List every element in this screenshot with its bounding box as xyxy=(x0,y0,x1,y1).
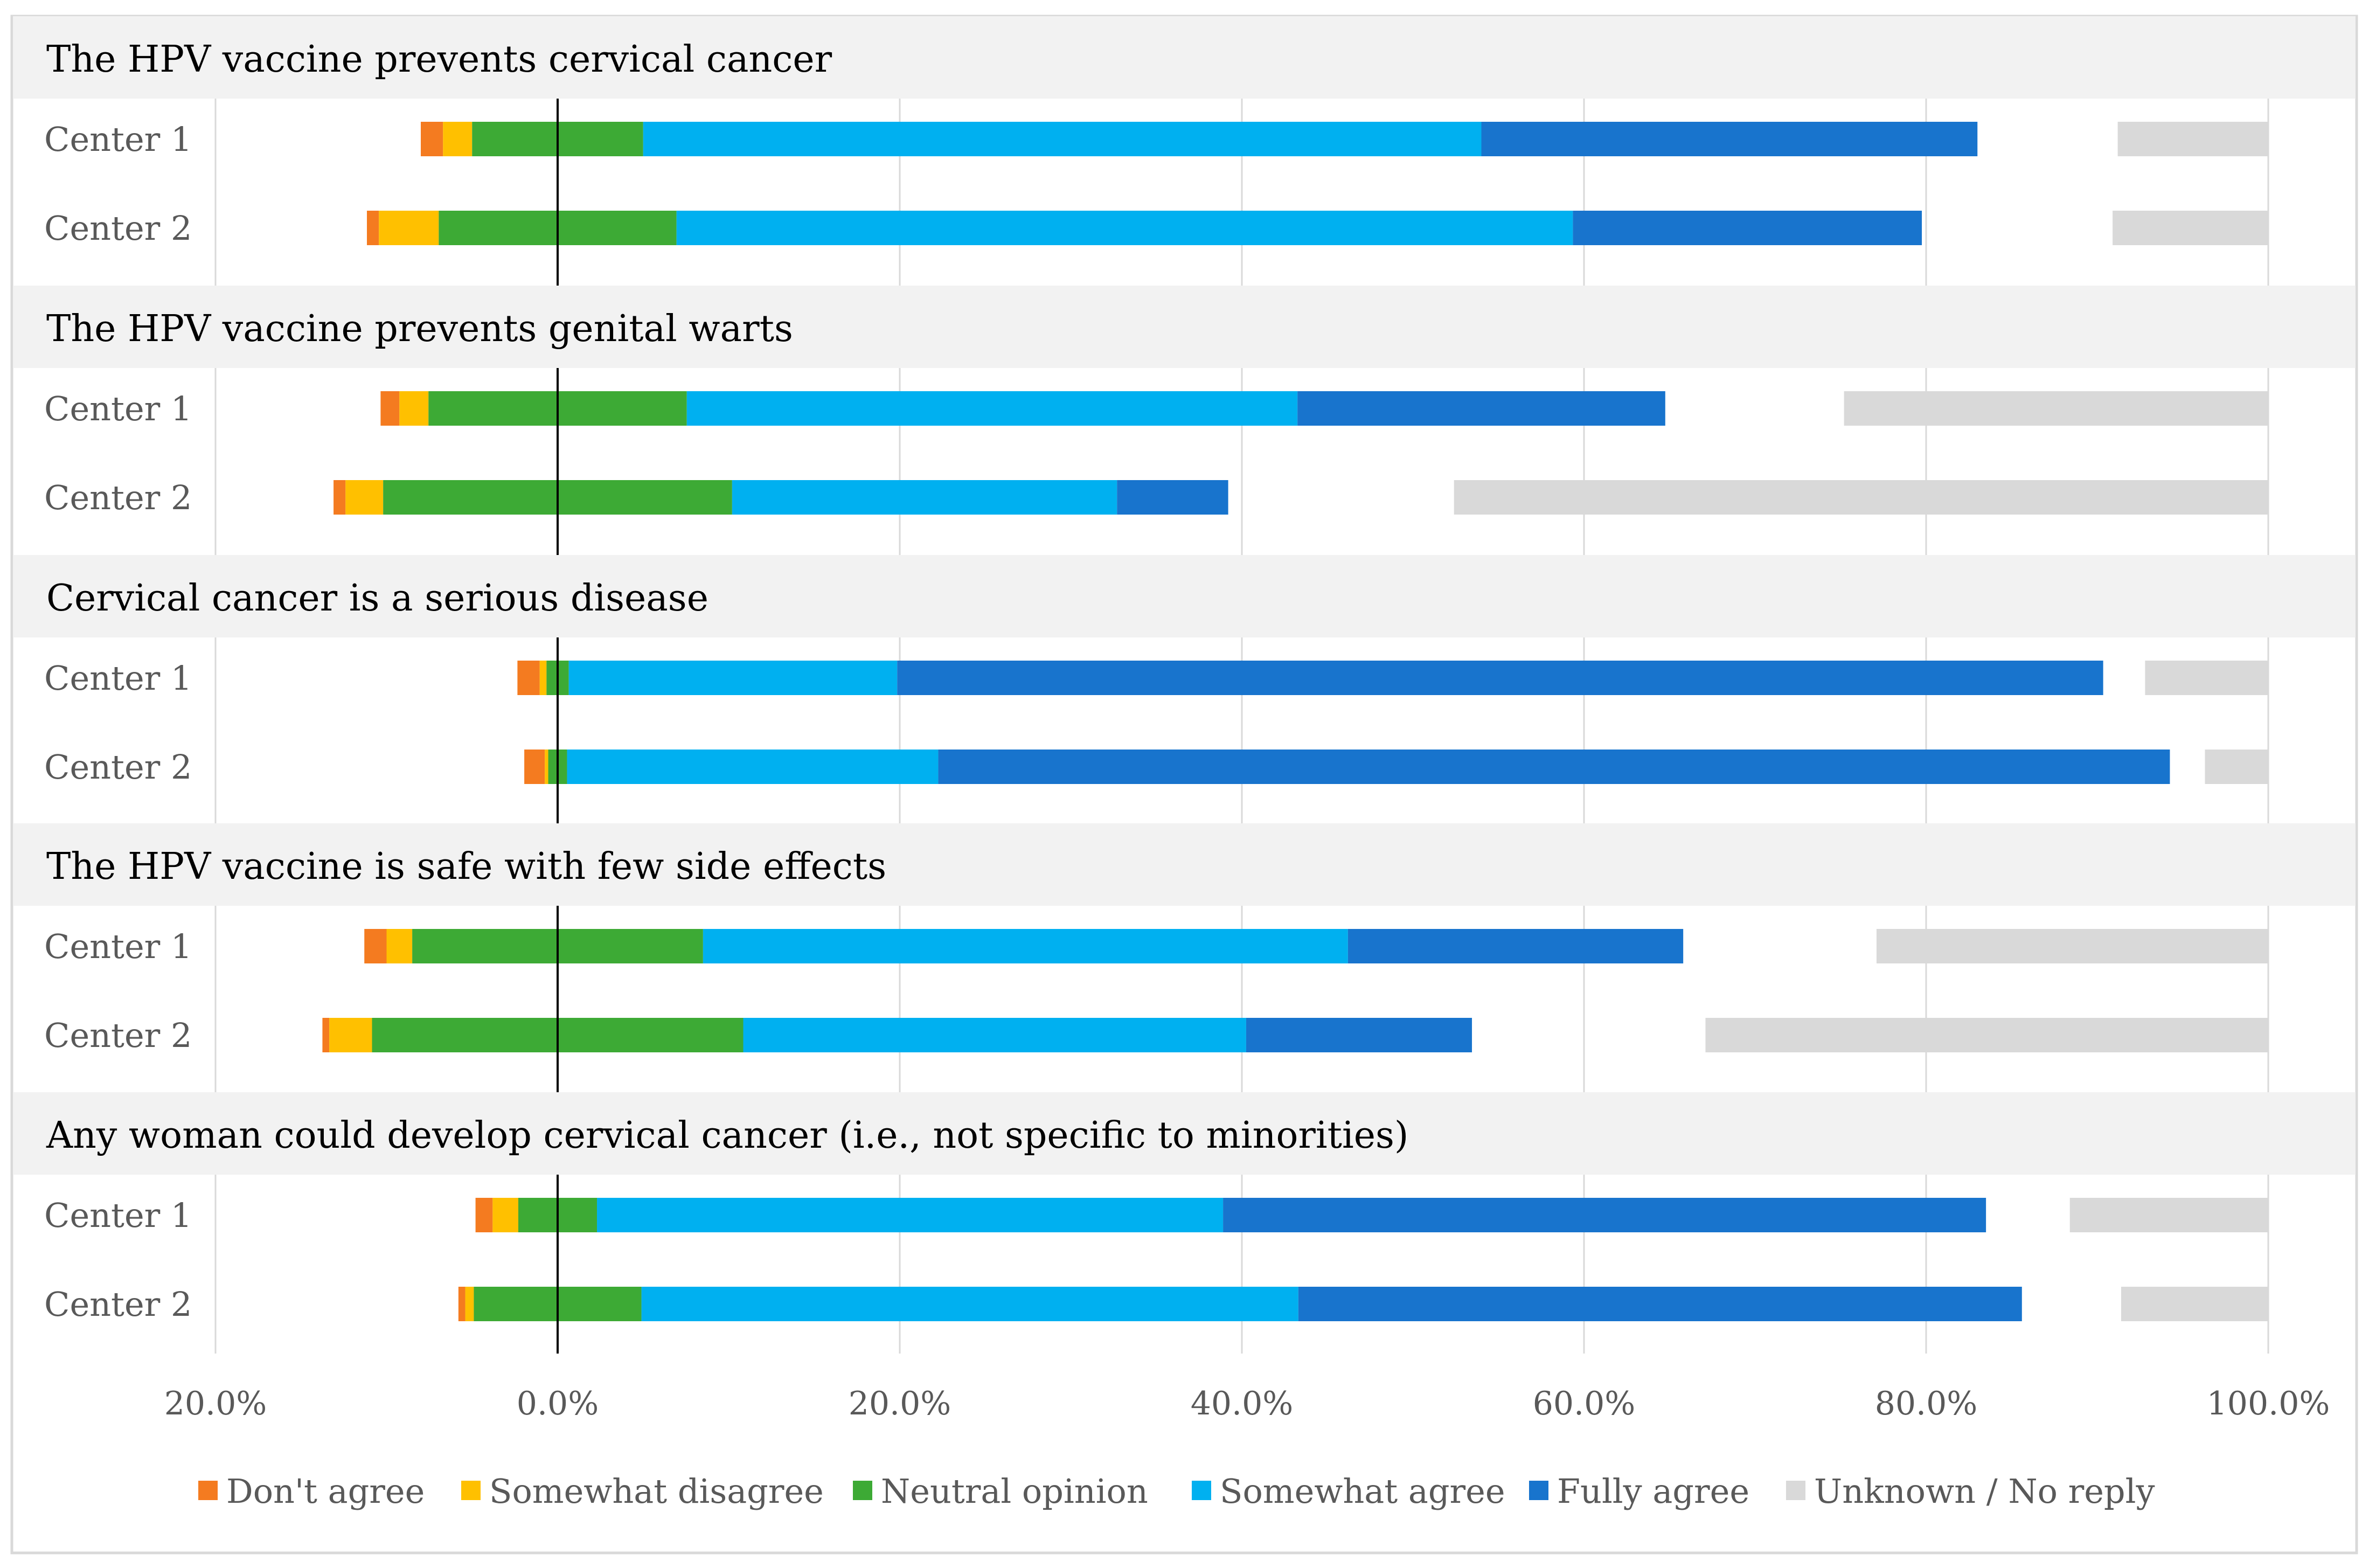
legend-swatch-somewhat-agree xyxy=(1192,1481,1211,1500)
group-title: Cervical cancer is a serious disease xyxy=(46,577,708,620)
chart-frame xyxy=(10,15,2358,1555)
bar-segment-somewhat-agree xyxy=(686,391,1298,426)
bar-segment-unknown xyxy=(2069,1198,2268,1232)
bar-segment-somewhat-agree xyxy=(703,929,1348,963)
x-tick-label: 20.0% xyxy=(849,1385,951,1423)
bar-segment-unknown xyxy=(2117,122,2268,156)
row-label: Center 1 xyxy=(44,120,192,159)
bar-segment-somewhat-agree xyxy=(743,1018,1246,1052)
legend-swatch-somewhat-disagree xyxy=(461,1481,481,1500)
group-header-band xyxy=(13,823,2356,906)
x-tick-label: 40.0% xyxy=(1191,1385,1294,1423)
bar-segment-somewhat-agree xyxy=(641,1287,1298,1321)
bar-segment-unknown xyxy=(2121,1287,2268,1321)
bar-segment-fully-agree xyxy=(938,750,2170,784)
row-label: Center 2 xyxy=(44,747,192,787)
bar-segment-fully-agree xyxy=(1297,391,1665,426)
bar-segment-unknown xyxy=(1844,391,2268,426)
legend: Don't agree Somewhat disagree Neutral opin… xyxy=(198,1472,2155,1511)
gridlines xyxy=(214,99,2269,1354)
bar-segment-dont-agree xyxy=(517,661,540,695)
x-tick-label: 20.0% xyxy=(164,1385,267,1423)
row-label: Center 1 xyxy=(44,1196,192,1235)
bar-segment-fully-agree xyxy=(1573,211,1922,245)
row-label: Center 2 xyxy=(44,1285,192,1324)
x-tick-label: 0.0% xyxy=(517,1385,599,1423)
bar-segment-fully-agree xyxy=(1117,480,1228,515)
bar-segment-dont-agree xyxy=(421,122,443,156)
bar-segment-dont-agree xyxy=(322,1018,330,1052)
row-label: Center 2 xyxy=(44,209,192,248)
bar-segment-unknown xyxy=(1705,1018,2268,1052)
legend-label: Don't agree xyxy=(226,1472,425,1511)
bar-segment-dont-agree xyxy=(334,480,346,515)
row-label: Center 2 xyxy=(44,1016,192,1055)
bar-segment-somewhat-disagree xyxy=(345,480,384,515)
row-label: Center 1 xyxy=(44,389,192,428)
legend-label: Somewhat disagree xyxy=(489,1472,824,1511)
bar-segment-dont-agree xyxy=(364,929,387,963)
bar-segment-somewhat-agree xyxy=(597,1198,1224,1232)
bar-segment-somewhat-disagree xyxy=(443,122,473,156)
bar-segment-somewhat-agree xyxy=(567,750,939,784)
legend-swatch-neutral xyxy=(853,1481,872,1500)
bar-segment-fully-agree xyxy=(897,661,2103,695)
legend-label: Fully agree xyxy=(1557,1472,1749,1511)
group-headers: The HPV vaccine prevents cervical cancer… xyxy=(46,38,1408,1157)
group-header-bands xyxy=(13,16,2356,1175)
bar-segment-somewhat-agree xyxy=(643,122,1482,156)
bar-segment-dont-agree xyxy=(524,750,545,784)
group-title: Any woman could develop cervical cancer … xyxy=(46,1114,1408,1157)
bar-segment-fully-agree xyxy=(1481,122,1978,156)
bar-segment-fully-agree xyxy=(1223,1198,1986,1232)
group-title: The HPV vaccine prevents cervical cancer xyxy=(46,38,832,81)
bar-segment-somewhat-disagree xyxy=(545,750,548,784)
legend-label: Somewhat agree xyxy=(1220,1472,1505,1511)
bar-segment-somewhat-disagree xyxy=(386,929,413,963)
bar-segment-somewhat-agree xyxy=(732,480,1117,515)
bar-segment-somewhat-disagree xyxy=(539,661,547,695)
bar-segment-unknown xyxy=(1454,480,2268,515)
bar-segment-dont-agree xyxy=(475,1198,493,1232)
legend-swatch-dont-agree xyxy=(198,1481,218,1500)
group-title: The HPV vaccine is safe with few side ef… xyxy=(46,845,886,888)
x-axis: 20.0% 0.0% 20.0% 40.0% 60.0% 80.0% 100.0% xyxy=(164,99,2330,1423)
bar-segment-dont-agree xyxy=(380,391,400,426)
group-header-band xyxy=(13,286,2356,368)
x-tick-label: 80.0% xyxy=(1875,1385,1978,1423)
bar-segment-somewhat-agree xyxy=(676,211,1573,245)
group-header-band xyxy=(13,555,2356,637)
bar-segment-somewhat-disagree xyxy=(465,1287,474,1321)
legend-label: Unknown / No reply xyxy=(1814,1472,2155,1511)
row-labels: Center 1 Center 2 Center 1 Center 2 Center 1… xyxy=(44,120,192,1324)
bar-segment-fully-agree xyxy=(1347,929,1684,963)
bar-segment-fully-agree xyxy=(1246,1018,1472,1052)
bar-segment-somewhat-disagree xyxy=(379,211,439,245)
legend-swatch-fully-agree xyxy=(1529,1481,1548,1500)
bar-segment-somewhat-agree xyxy=(568,661,898,695)
group-title: The HPV vaccine prevents genital warts xyxy=(46,308,793,350)
bar-segment-dont-agree xyxy=(458,1287,466,1321)
bar-segment-unknown xyxy=(2145,661,2268,695)
bar-segment-somewhat-disagree xyxy=(492,1198,518,1232)
row-label: Center 2 xyxy=(44,478,192,517)
row-label: Center 1 xyxy=(44,927,192,966)
bar-segment-unknown xyxy=(2205,750,2268,784)
bar-segment-fully-agree xyxy=(1298,1287,2022,1321)
bar-segment-somewhat-disagree xyxy=(399,391,429,426)
group-header-band xyxy=(13,16,2356,99)
legend-label: Neutral opinion xyxy=(881,1472,1148,1511)
x-tick-label: 60.0% xyxy=(1533,1385,1636,1423)
group-header-band xyxy=(13,1092,2356,1175)
bar-segment-somewhat-disagree xyxy=(329,1018,372,1052)
legend-swatch-unknown xyxy=(1786,1481,1805,1500)
x-tick-label: 100.0% xyxy=(2207,1385,2330,1423)
bar-segment-dont-agree xyxy=(366,211,379,245)
bar-segment-unknown xyxy=(2113,211,2268,245)
row-label: Center 1 xyxy=(44,658,192,698)
bar-segment-unknown xyxy=(1876,929,2268,963)
